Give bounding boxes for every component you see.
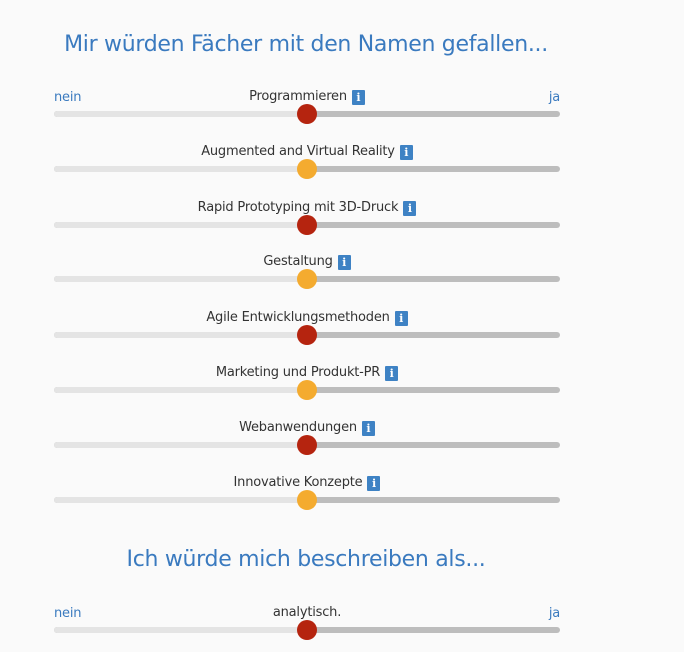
slider-label: Innovative Konzepte [233,475,363,490]
slider-row-augmented-virtual-reality: Augmented and Virtual Reality i [54,143,560,195]
slider-label: Webanwendungen [239,420,357,435]
slider-track[interactable] [54,490,560,510]
slider-track[interactable] [54,325,560,345]
info-icon[interactable]: i [399,144,413,160]
slider-label: Rapid Prototyping mit 3D-Druck [197,200,399,215]
slider-thumb[interactable] [297,215,317,235]
slider-track-fill [54,276,307,282]
info-icon[interactable]: i [385,365,399,381]
info-icon[interactable]: i [403,200,417,216]
slider-track[interactable] [54,435,560,455]
slider-label-row: analytisch. [54,604,560,623]
slider-row-rapid-prototyping: Rapid Prototyping mit 3D-Druck i [54,199,560,251]
slider-track[interactable] [54,215,560,235]
end-label-nein: nein [54,606,82,621]
slider-label: Augmented and Virtual Reality [201,144,395,159]
slider-label-row: Webanwendungen i [54,419,560,438]
slider-track-fill [54,627,307,633]
slider-label: Marketing und Produkt-PR [215,365,381,380]
slider-row-agile-entwicklungsmethoden: Agile Entwicklungsmethoden i [54,309,560,361]
slider-row-webanwendungen: Webanwendungen i [54,419,560,471]
end-label-ja: ja [548,606,560,621]
slider-thumb[interactable] [297,325,317,345]
slider-track[interactable] [54,159,560,179]
slider-track-fill [54,497,307,503]
slider-label-row: Gestaltung i [54,253,560,272]
slider-row-analytisch: nein ja analytisch. [54,604,560,652]
slider-thumb[interactable] [297,435,317,455]
slider-thumb[interactable] [297,269,317,289]
slider-label: analytisch. [272,605,342,620]
info-icon[interactable]: i [361,420,375,436]
info-icon[interactable]: i [351,89,365,105]
slider-label-row: Rapid Prototyping mit 3D-Druck i [54,199,560,218]
slider-track-fill [54,111,307,117]
slider-thumb[interactable] [297,620,317,640]
end-label-ja: ja [548,90,560,105]
slider-row-marketing-produkt-pr: Marketing und Produkt-PR i [54,364,560,416]
section-title-beschreibung: Ich würde mich beschreiben als... [126,547,486,572]
slider-thumb[interactable] [297,104,317,124]
slider-thumb[interactable] [297,490,317,510]
slider-track-fill [54,332,307,338]
slider-label: Gestaltung [263,254,333,269]
slider-track-fill [54,442,307,448]
slider-label: Agile Entwicklungsmethoden [206,310,390,325]
slider-track[interactable] [54,620,560,640]
slider-row-programmieren: nein ja Programmieren i [54,88,560,140]
info-icon[interactable]: i [367,475,381,491]
slider-row-gestaltung: Gestaltung i [54,253,560,305]
slider-label-row: Augmented and Virtual Reality i [54,143,560,162]
info-icon[interactable]: i [394,310,408,326]
slider-thumb[interactable] [297,380,317,400]
slider-row-innovative-konzepte: Innovative Konzepte i [54,474,560,526]
slider-thumb[interactable] [297,159,317,179]
slider-label-row: Marketing und Produkt-PR i [54,364,560,383]
slider-label-row: Innovative Konzepte i [54,474,560,493]
slider-track-fill [54,166,307,172]
slider-label-row: Agile Entwicklungsmethoden i [54,309,560,328]
slider-track[interactable] [54,104,560,124]
slider-track[interactable] [54,380,560,400]
section-title-faecher: Mir würden Fächer mit den Namen gefallen… [64,32,548,57]
slider-track-fill [54,387,307,393]
info-icon[interactable]: i [337,254,351,270]
slider-label: Programmieren [249,89,347,104]
slider-label-row: Programmieren i [54,88,560,107]
slider-track-fill [54,222,307,228]
slider-track[interactable] [54,269,560,289]
end-label-nein: nein [54,90,82,105]
